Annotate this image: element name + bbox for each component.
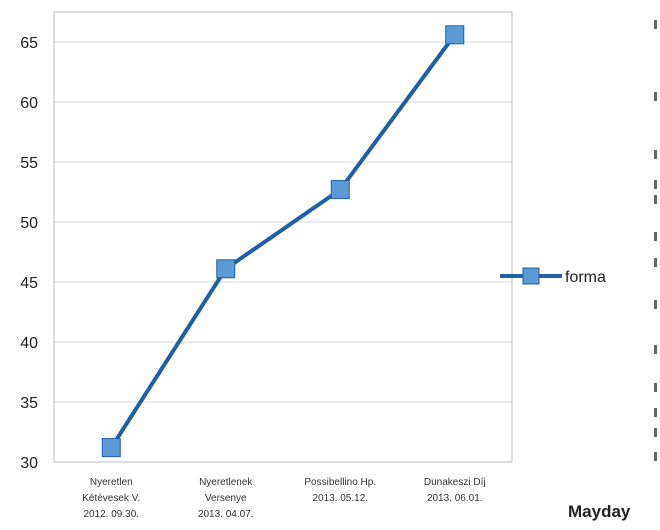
legend: forma (500, 267, 606, 286)
clipped-text-fragment (654, 408, 657, 417)
clipped-side-text (654, 0, 660, 470)
x-category-label: Possibellino Hp. 2013. 05.12. (304, 477, 376, 504)
clipped-text-fragment (654, 345, 657, 354)
clipped-text-fragment (654, 232, 657, 241)
clipped-text-fragment (654, 300, 657, 309)
clipped-text-fragment (654, 20, 657, 29)
clipped-text-fragment (654, 383, 657, 392)
y-tick-label: 55 (20, 155, 38, 172)
series-forma (101, 25, 465, 458)
clipped-text-fragment (654, 258, 657, 267)
clipped-text-fragment (654, 428, 657, 437)
x-axis-category-labels: Nyeretlen Kétévesek V. 2012. 09.30. Nyeretl… (82, 477, 485, 520)
y-tick-label: 45 (20, 275, 38, 292)
legend-label: forma (565, 269, 606, 286)
y-tick-label: 65 (20, 35, 38, 52)
legend-marker-swatch (522, 267, 540, 285)
data-point-marker (330, 180, 350, 200)
series-line (109, 33, 457, 449)
y-tick-label: 60 (20, 95, 38, 112)
y-tick-label: 35 (20, 395, 38, 412)
x-category-label: Nyeretlen Kétévesek V. 2012. 09.30. (82, 477, 140, 520)
gridlines (54, 41, 512, 463)
y-axis-tick-labels: 30 35 40 45 50 55 60 65 (20, 35, 38, 472)
data-point-marker (101, 438, 121, 458)
y-tick-label: 30 (20, 455, 38, 472)
clipped-text-fragment (654, 195, 657, 204)
y-tick-label: 40 (20, 335, 38, 352)
y-tick-label: 50 (20, 215, 38, 232)
clipped-text-fragment (654, 180, 657, 189)
data-point-marker (445, 25, 465, 45)
clipped-text-fragment (654, 452, 657, 461)
footer-caption: Mayday (568, 502, 631, 521)
data-point-marker (216, 259, 236, 279)
plot-area-frame (53, 11, 513, 463)
x-category-label: Dunakeszi Díj 2013. 06.01. (424, 477, 486, 504)
clipped-text-fragment (654, 150, 657, 159)
clipped-text-fragment (654, 92, 657, 101)
x-category-label: Nyeretlenek Versenye 2013. 04.07. (198, 477, 254, 520)
